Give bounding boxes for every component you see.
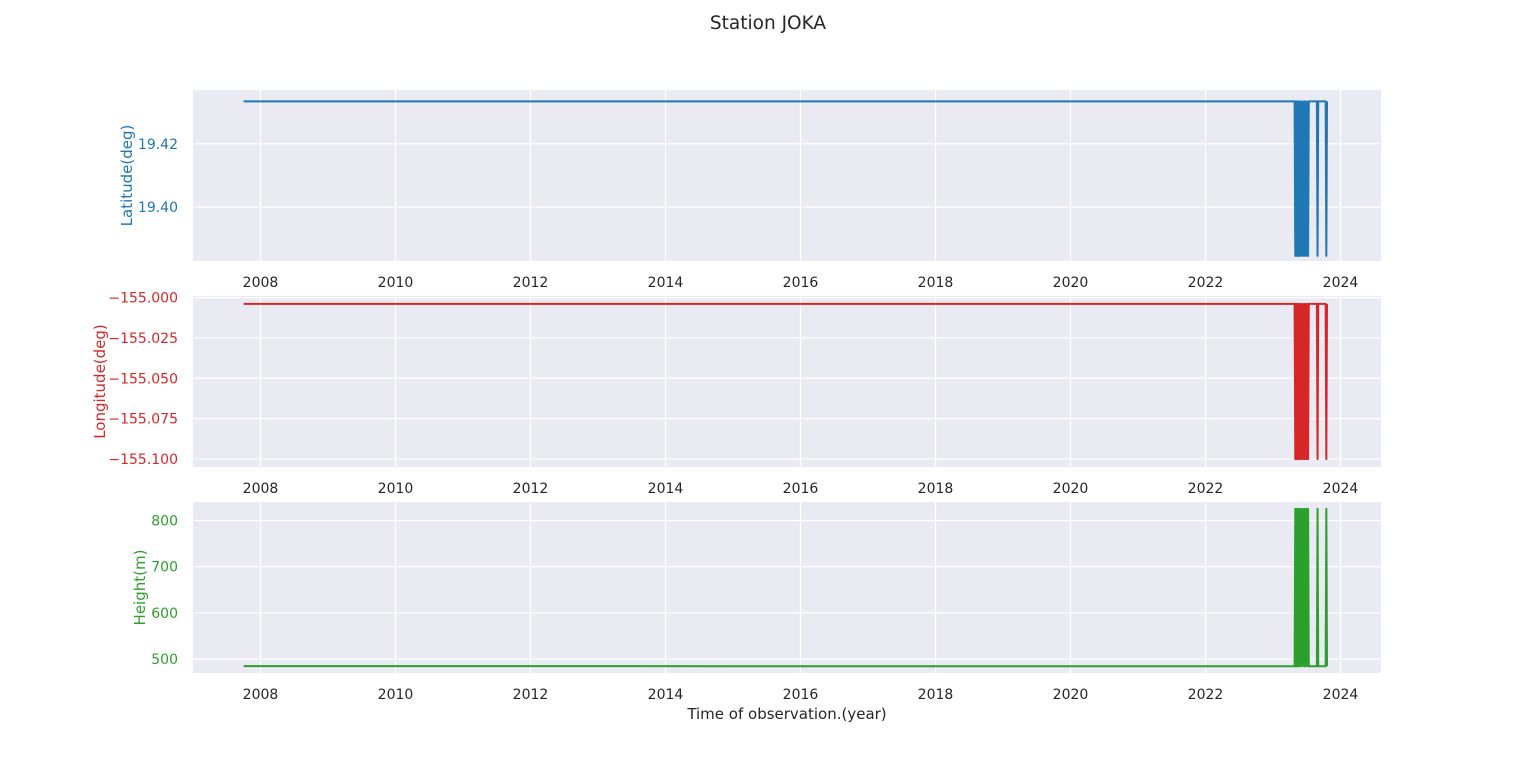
- subplots: 2008 2010 2012 2014 2016 2018 2020 2022 2024 19.4…: [91, 90, 1381, 723]
- y-tick-label: −155.025: [108, 331, 178, 347]
- x-tick-label: 2016: [783, 481, 819, 497]
- x-tick-label: 2010: [378, 687, 414, 703]
- x-tick-label: 2020: [1053, 481, 1089, 497]
- x-tick-label: 2008: [243, 275, 279, 291]
- y-tick-label: −155.050: [108, 371, 178, 387]
- figure-title: Station JOKA: [710, 13, 826, 34]
- x-tick-label: 2020: [1053, 275, 1089, 291]
- x-tick-label: 2010: [378, 275, 414, 291]
- x-tick-label: 2022: [1188, 275, 1224, 291]
- y-tick-label: 19.40: [138, 200, 178, 216]
- y-axis-label: Height(m): [131, 550, 149, 626]
- x-tick-label: 2014: [648, 481, 684, 497]
- x-tick-label: 2018: [918, 687, 954, 703]
- x-tick-label: 2018: [918, 481, 954, 497]
- y-tick-label: 700: [151, 560, 178, 576]
- plot-area: [193, 90, 1381, 261]
- x-tick-label: 2022: [1188, 481, 1224, 497]
- y-tick-label: 800: [151, 513, 178, 529]
- y-tick-label: −155.075: [108, 412, 178, 428]
- y-tick-label: −155.000: [108, 291, 178, 307]
- y-tick-label: 500: [151, 652, 178, 668]
- y-tick-label: −155.100: [108, 452, 178, 468]
- x-tick-label: 2022: [1188, 687, 1224, 703]
- x-tick-label: 2008: [243, 687, 279, 703]
- y-tick-label: 19.42: [138, 137, 178, 153]
- subplot-2: 2008 2010 2012 2014 2016 2018 2020 2022 2024 −155…: [91, 291, 1381, 497]
- x-tick-label: 2014: [648, 275, 684, 291]
- x-tick-label: 2012: [513, 687, 549, 703]
- x-tick-label: 2024: [1323, 481, 1359, 497]
- series-line: [243, 507, 1328, 668]
- y-axis-label: Longitude(deg): [91, 324, 109, 439]
- x-tick-label: 2016: [783, 275, 819, 291]
- x-tick-label: 2024: [1323, 687, 1359, 703]
- series-line: [243, 302, 1328, 461]
- x-tick-label: 2020: [1053, 687, 1089, 703]
- x-axis-label: Time of observation.(year): [686, 705, 886, 723]
- subplot-3: 2008 2010 2012 2014 2016 2018 2020 2022 2024 500 6…: [131, 502, 1381, 723]
- subplot-1: 2008 2010 2012 2014 2016 2018 2020 2022 2024 19.4…: [118, 90, 1381, 291]
- x-tick-label: 2012: [513, 275, 549, 291]
- x-tick-label: 2016: [783, 687, 819, 703]
- series-line: [243, 100, 1328, 257]
- y-tick-label: 600: [151, 606, 178, 622]
- plot-area: [193, 296, 1381, 467]
- y-axis-label: Latitude(deg): [118, 125, 136, 227]
- x-tick-label: 2014: [648, 687, 684, 703]
- x-tick-label: 2018: [918, 275, 954, 291]
- x-tick-label: 2010: [378, 481, 414, 497]
- plot-area: [193, 502, 1381, 673]
- x-tick-label: 2008: [243, 481, 279, 497]
- x-tick-label: 2012: [513, 481, 549, 497]
- x-tick-label: 2024: [1323, 275, 1359, 291]
